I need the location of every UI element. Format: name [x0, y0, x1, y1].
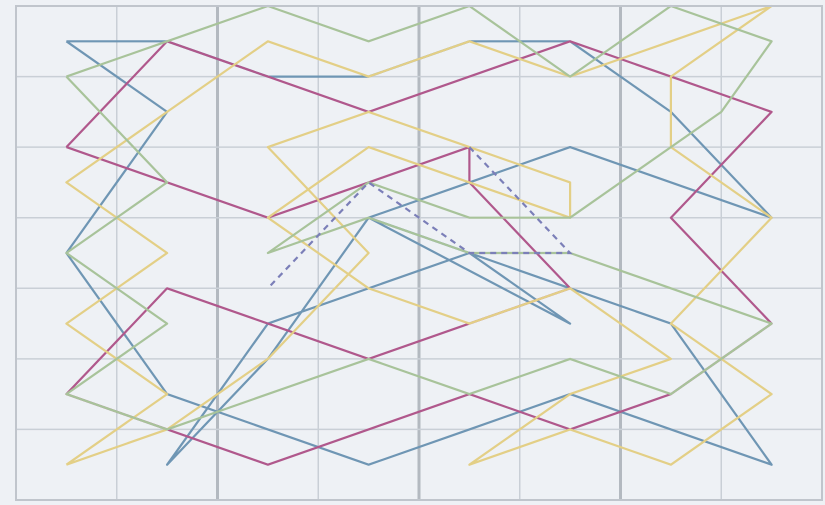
diagram-frame — [15, 5, 823, 501]
dashed-center — [267, 146, 573, 290]
magenta-path — [65, 40, 773, 466]
green-path — [65, 4, 773, 431]
paths-layer — [65, 4, 773, 466]
